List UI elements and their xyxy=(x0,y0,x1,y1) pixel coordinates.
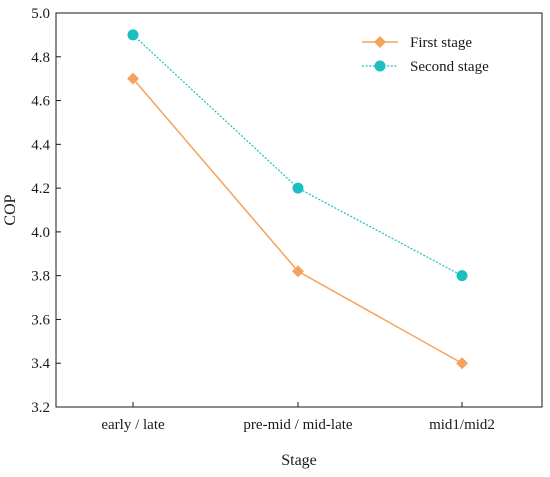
legend-label-first-stage: First stage xyxy=(410,35,472,51)
y-tick-label: 3.8 xyxy=(31,269,50,285)
series-line-first-stage xyxy=(132,78,463,364)
y-tick-label: 4.2 xyxy=(31,181,50,197)
plot-frame xyxy=(55,12,543,408)
legend-label-second-stage: Second stage xyxy=(410,59,489,75)
x-axis: early / late pre-mid / mid-late mid1/mid2 xyxy=(101,402,495,433)
data-point-first-stage xyxy=(127,72,139,85)
y-axis-title: COP xyxy=(2,194,19,225)
data-point-second-stage xyxy=(127,29,139,41)
y-tick-label: 4.0 xyxy=(31,225,50,241)
legend: First stage Second stage xyxy=(362,35,489,75)
x-tick-label: early / late xyxy=(101,417,165,433)
y-tick-label: 4.8 xyxy=(31,50,50,66)
data-point-second-stage xyxy=(456,270,468,282)
y-axis: 3.2 3.4 3.6 3.8 4.0 4.2 4.4 4.6 4.8 5.0 xyxy=(31,6,61,416)
legend-marker-first-stage xyxy=(374,36,386,48)
data-point-second-stage xyxy=(292,182,304,194)
legend-marker-second-stage xyxy=(374,60,386,72)
x-axis-title: Stage xyxy=(281,452,317,469)
y-tick-label: 3.4 xyxy=(31,356,50,372)
data-point-first-stage xyxy=(292,265,304,278)
series-layer xyxy=(127,29,468,370)
y-tick-label: 3.6 xyxy=(31,312,50,328)
data-point-first-stage xyxy=(456,357,468,370)
y-tick-label: 3.2 xyxy=(31,400,50,416)
y-tick-label: 4.4 xyxy=(31,137,50,153)
x-tick-label: pre-mid / mid-late xyxy=(243,417,352,433)
x-tick-label: mid1/mid2 xyxy=(429,417,495,433)
y-tick-label: 5.0 xyxy=(31,6,50,22)
y-tick-label: 4.6 xyxy=(31,94,50,110)
